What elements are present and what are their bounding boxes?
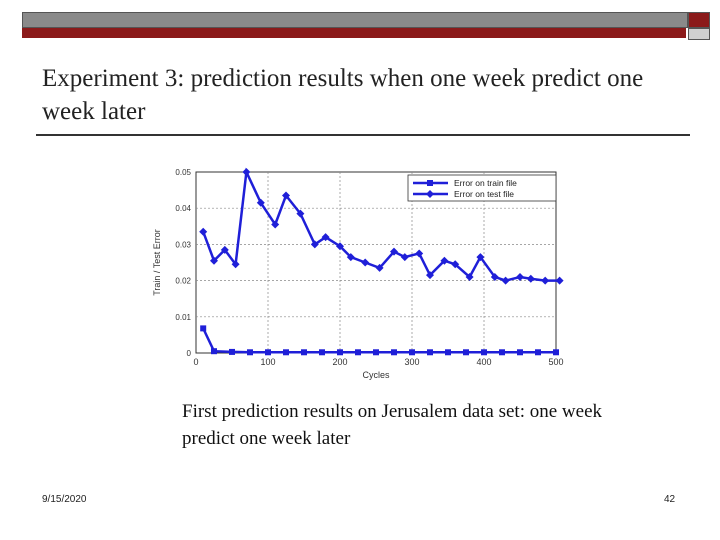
y-tick-label: 0.03 xyxy=(175,240,191,249)
test-point xyxy=(310,240,319,249)
x-tick-label: 0 xyxy=(193,357,198,367)
legend-entry-label: Error on train file xyxy=(454,178,517,188)
test-point xyxy=(375,263,384,272)
test-point xyxy=(541,276,550,285)
test-point xyxy=(451,260,460,269)
test-point xyxy=(465,272,474,281)
test-point xyxy=(476,253,485,262)
y-tick-label: 0 xyxy=(187,349,192,358)
test-point xyxy=(220,245,229,254)
test-point xyxy=(282,191,290,200)
test-point xyxy=(490,272,499,281)
test-point xyxy=(415,249,424,258)
test-point xyxy=(210,256,218,265)
x-tick-label: 500 xyxy=(548,357,563,367)
train-point xyxy=(373,349,379,356)
x-axis-label: Cycles xyxy=(362,370,390,380)
test-point xyxy=(516,272,524,281)
train-point xyxy=(301,349,307,356)
train-point xyxy=(427,349,433,356)
legend-entry-label: Error on test file xyxy=(454,189,514,199)
x-tick-label: 100 xyxy=(260,357,275,367)
title-divider xyxy=(36,134,690,136)
chart-caption: First prediction results on Jerusalem da… xyxy=(182,401,603,449)
y-tick-label: 0.01 xyxy=(175,313,191,322)
legend-marker-diamond xyxy=(426,190,434,198)
y-tick-label: 0.05 xyxy=(175,168,191,177)
train-point xyxy=(283,349,289,356)
test-point xyxy=(271,220,280,229)
y-axis-label: Train / Test Error xyxy=(152,229,162,296)
x-tick-label: 200 xyxy=(332,357,347,367)
train-point xyxy=(211,348,217,355)
train-point xyxy=(355,349,361,356)
test-point xyxy=(555,276,564,285)
train-point xyxy=(247,349,253,356)
test-point xyxy=(426,271,434,280)
train-point xyxy=(517,349,523,356)
train-point xyxy=(481,349,487,356)
test-point xyxy=(321,233,330,242)
decorative-accent-bar xyxy=(22,28,686,38)
train-point xyxy=(337,349,343,356)
train-point xyxy=(535,349,541,356)
test-point xyxy=(336,242,344,251)
test-point xyxy=(242,168,251,176)
train-point xyxy=(200,325,207,332)
test-point xyxy=(346,253,355,262)
y-tick-label: 0.02 xyxy=(175,277,191,286)
train-point xyxy=(265,349,271,356)
test-point xyxy=(440,256,449,265)
train-point xyxy=(319,349,325,356)
train-point xyxy=(499,349,505,356)
decorative-top-bar xyxy=(22,12,688,28)
train-point xyxy=(463,349,469,356)
error-line-chart: 0 100 200 300 400 500 0 0.01 0.02 0.03 0.04 0.05 Cyc… xyxy=(152,167,564,380)
test-point xyxy=(400,253,409,262)
test-point xyxy=(501,276,510,285)
test-point xyxy=(296,209,305,218)
slide-date: 9/15/2020 xyxy=(42,494,87,505)
train-point xyxy=(445,349,451,356)
train-point xyxy=(409,349,415,356)
decorative-corner-square-light xyxy=(688,28,710,40)
test-point xyxy=(526,274,535,283)
test-point xyxy=(390,247,398,256)
legend-box xyxy=(407,174,557,202)
test-point xyxy=(256,198,265,207)
plot-area xyxy=(195,171,557,354)
test-point xyxy=(199,227,208,236)
x-tick-label: 400 xyxy=(476,357,491,367)
train-point xyxy=(391,349,397,356)
test-point xyxy=(361,258,370,267)
train-point xyxy=(229,348,235,355)
legend-marker-square xyxy=(427,180,433,186)
decorative-corner-square xyxy=(688,12,710,28)
test-point xyxy=(231,260,240,269)
slide-title: Experiment 3: prediction results when on… xyxy=(42,65,644,125)
y-tick-label: 0.04 xyxy=(175,204,191,213)
slide-page-number: 42 xyxy=(664,494,676,505)
x-tick-label: 300 xyxy=(404,357,419,367)
train-point xyxy=(553,349,559,356)
